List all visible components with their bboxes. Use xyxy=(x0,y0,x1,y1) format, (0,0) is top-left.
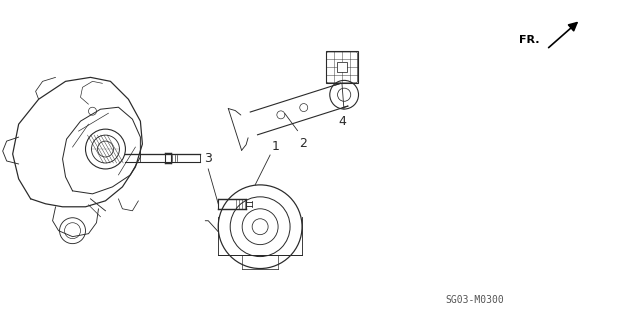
Text: 3: 3 xyxy=(204,152,212,165)
Text: 2: 2 xyxy=(300,137,307,150)
Bar xyxy=(337,63,347,72)
Text: 4: 4 xyxy=(338,115,346,128)
Bar xyxy=(326,51,358,83)
Bar xyxy=(337,63,347,72)
Text: 1: 1 xyxy=(272,140,280,153)
FancyArrowPatch shape xyxy=(548,23,577,48)
Text: SG03-M0300: SG03-M0300 xyxy=(445,295,504,305)
Text: FR.: FR. xyxy=(518,34,539,45)
